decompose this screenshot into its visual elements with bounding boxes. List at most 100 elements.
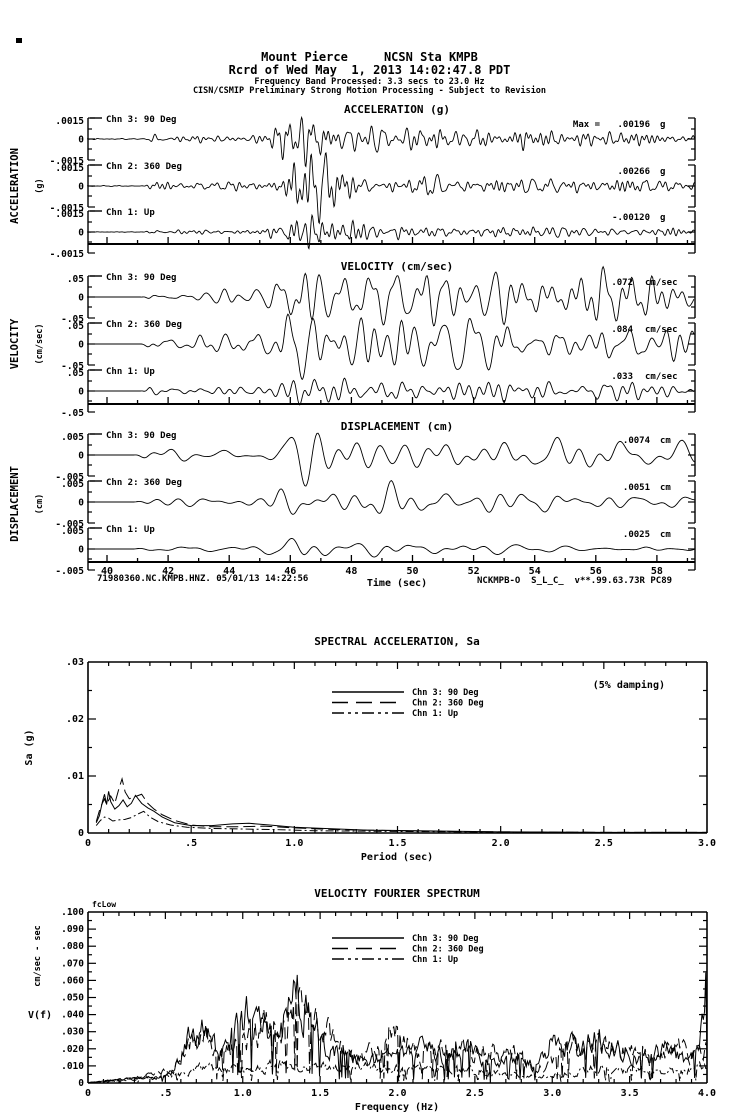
plot-title: ACCELERATION (g) (344, 103, 450, 116)
max-unit: cm/sec (645, 325, 678, 335)
max-value: .00196 (617, 120, 650, 130)
channel-label: Chn 3: 90 Deg (106, 431, 176, 441)
spectral-acceleration-chart: SPECTRAL ACCELERATION, Sa 0 .01 .02 .03 0 .5 1.… (0, 630, 739, 872)
data-trace (87, 538, 695, 558)
ytick-label: .03 (66, 657, 84, 668)
max-unit: cm (660, 530, 671, 540)
xtick-label: 1.0 (285, 838, 303, 849)
xtick-label: 50 (406, 566, 418, 577)
ytick-label: -.0015 (50, 249, 85, 258)
xtick-label: 3.0 (698, 838, 716, 849)
ytick-label: -.05 (61, 314, 84, 325)
max-value: .033 (611, 372, 633, 382)
ytick-label: 0 (78, 387, 84, 398)
xtick-label: 52 (468, 566, 480, 577)
ytick-label: .0015 (55, 163, 84, 174)
report-title: Mount Pierce NCSN Sta KMPB (261, 50, 478, 64)
xtick-label: .5 (159, 1088, 171, 1099)
xtick-label: 0 (85, 1088, 91, 1099)
channel-label: Chn 1: Up (106, 367, 155, 377)
ytick-label: .090 (61, 924, 84, 935)
ytick-label: .05 (67, 368, 84, 379)
xtick-label: 48 (345, 566, 357, 577)
displacement-chart: DISPLACEMENT (cm) DISPLACEMENT (cm) Chn 3: … (0, 418, 739, 596)
max-unit: cm (660, 436, 671, 446)
xtick-label: 46 (284, 566, 296, 577)
fourier-plot-svg: VELOCITY FOURIER SPECTRUM .100 .090 .080 .07… (28, 887, 716, 1113)
ytick-label: .030 (61, 1027, 84, 1038)
max-unit: g (660, 213, 665, 223)
ytick-label: .05 (67, 321, 84, 332)
channel-label: Chn 2: 360 Deg (106, 162, 182, 172)
channel-label: Chn 2: 360 Deg (106, 478, 182, 488)
xtick-label: .5 (185, 838, 197, 849)
xtick-label: 40 (101, 566, 113, 577)
max-value: .00266 (617, 167, 650, 177)
data-trace (87, 480, 695, 515)
axis-title: Period (sec) (361, 851, 433, 863)
ytick-label: 0 (78, 228, 84, 239)
xtick-label: 4.0 (698, 1088, 716, 1099)
ytick-label: .0015 (55, 209, 84, 220)
max-unit: cm (660, 483, 671, 493)
processing-note: CISN/CSMIP Preliminary Strong Motion Pro… (192, 86, 547, 96)
ytick-label: -.05 (61, 361, 84, 372)
ytick-label: 0 (78, 1078, 84, 1089)
max-unit: cm/sec (645, 278, 678, 288)
data-trace (87, 152, 695, 225)
channel-label: Chn 1: Up (106, 525, 155, 535)
max-unit: g (660, 120, 665, 130)
ytick-label: -.0015 (50, 156, 85, 167)
legend-label: Chn 3: 90 Deg (412, 688, 479, 698)
corner-mark (16, 38, 22, 43)
plot-title: VELOCITY FOURIER SPECTRUM (314, 887, 480, 900)
plot-title: SPECTRAL ACCELERATION, Sa (314, 635, 480, 648)
ytick-label: .040 (61, 1010, 84, 1021)
legend-label: Chn 1: Up (412, 709, 458, 719)
plot-title: DISPLACEMENT (cm) (341, 420, 454, 433)
xtick-label: 54 (529, 566, 541, 577)
side-unit-label: (cm) (35, 494, 45, 514)
side-unit-label: (cm/sec) (35, 324, 45, 365)
axis-unit-title: cm/sec - sec (33, 925, 43, 986)
max-value: .0074 (623, 436, 651, 446)
axis-title: Sa (g) (24, 729, 35, 765)
ytick-label: .010 (61, 1061, 84, 1072)
velocity-plot-svg: VELOCITY (cm/sec) VELOCITY (cm/sec) Chn 3: … (9, 260, 696, 419)
ytick-label: 0 (78, 135, 84, 146)
xtick-label: 56 (590, 566, 602, 577)
xtick-label: 1.0 (234, 1088, 252, 1099)
channel-label: Chn 2: 360 Deg (106, 320, 182, 330)
ytick-label: -.005 (55, 472, 84, 483)
channel-label: Chn 3: 90 Deg (106, 115, 176, 125)
axis-title: Time (sec) (367, 577, 427, 589)
ytick-label: .005 (61, 526, 84, 537)
max-value: -.00120 (612, 213, 650, 223)
ytick-label: .060 (61, 975, 84, 986)
processing-version-footer: NCKMPB-O S_L_C_ v**.99.63.73R PC89 (477, 576, 673, 586)
axis-title: V(f) (28, 1010, 52, 1021)
legend-label: Chn 2: 360 Deg (412, 945, 484, 955)
ytick-label: .070 (61, 958, 84, 969)
data-trace (95, 810, 708, 834)
ytick-label: 0 (78, 828, 84, 839)
xtick-label: 2.5 (595, 838, 613, 849)
max-value: .0051 (623, 483, 650, 493)
data-trace (95, 791, 708, 833)
xtick-label: 44 (223, 566, 235, 577)
sa-plot-svg: SPECTRAL ACCELERATION, Sa 0 .01 .02 .03 0 .5 1.… (24, 635, 716, 863)
ytick-label: -.005 (55, 519, 84, 530)
ytick-label: -.05 (61, 408, 84, 418)
xtick-label: 1.5 (388, 838, 406, 849)
data-trace (87, 213, 695, 250)
ytick-label: .100 (61, 907, 84, 918)
ytick-label: .0015 (55, 116, 84, 127)
max-prefix: Max = (573, 120, 601, 130)
frequency-band-note: Frequency Band Processed: 3.3 secs to 23… (254, 77, 485, 87)
max-unit: g (660, 167, 665, 177)
ytick-label: .020 (61, 1044, 84, 1055)
max-unit: cm/sec (645, 372, 678, 382)
velocity-fourier-spectrum-chart: VELOCITY FOURIER SPECTRUM .100 .090 .080 .07… (0, 878, 739, 1115)
side-label: DISPLACEMENT (9, 466, 21, 542)
